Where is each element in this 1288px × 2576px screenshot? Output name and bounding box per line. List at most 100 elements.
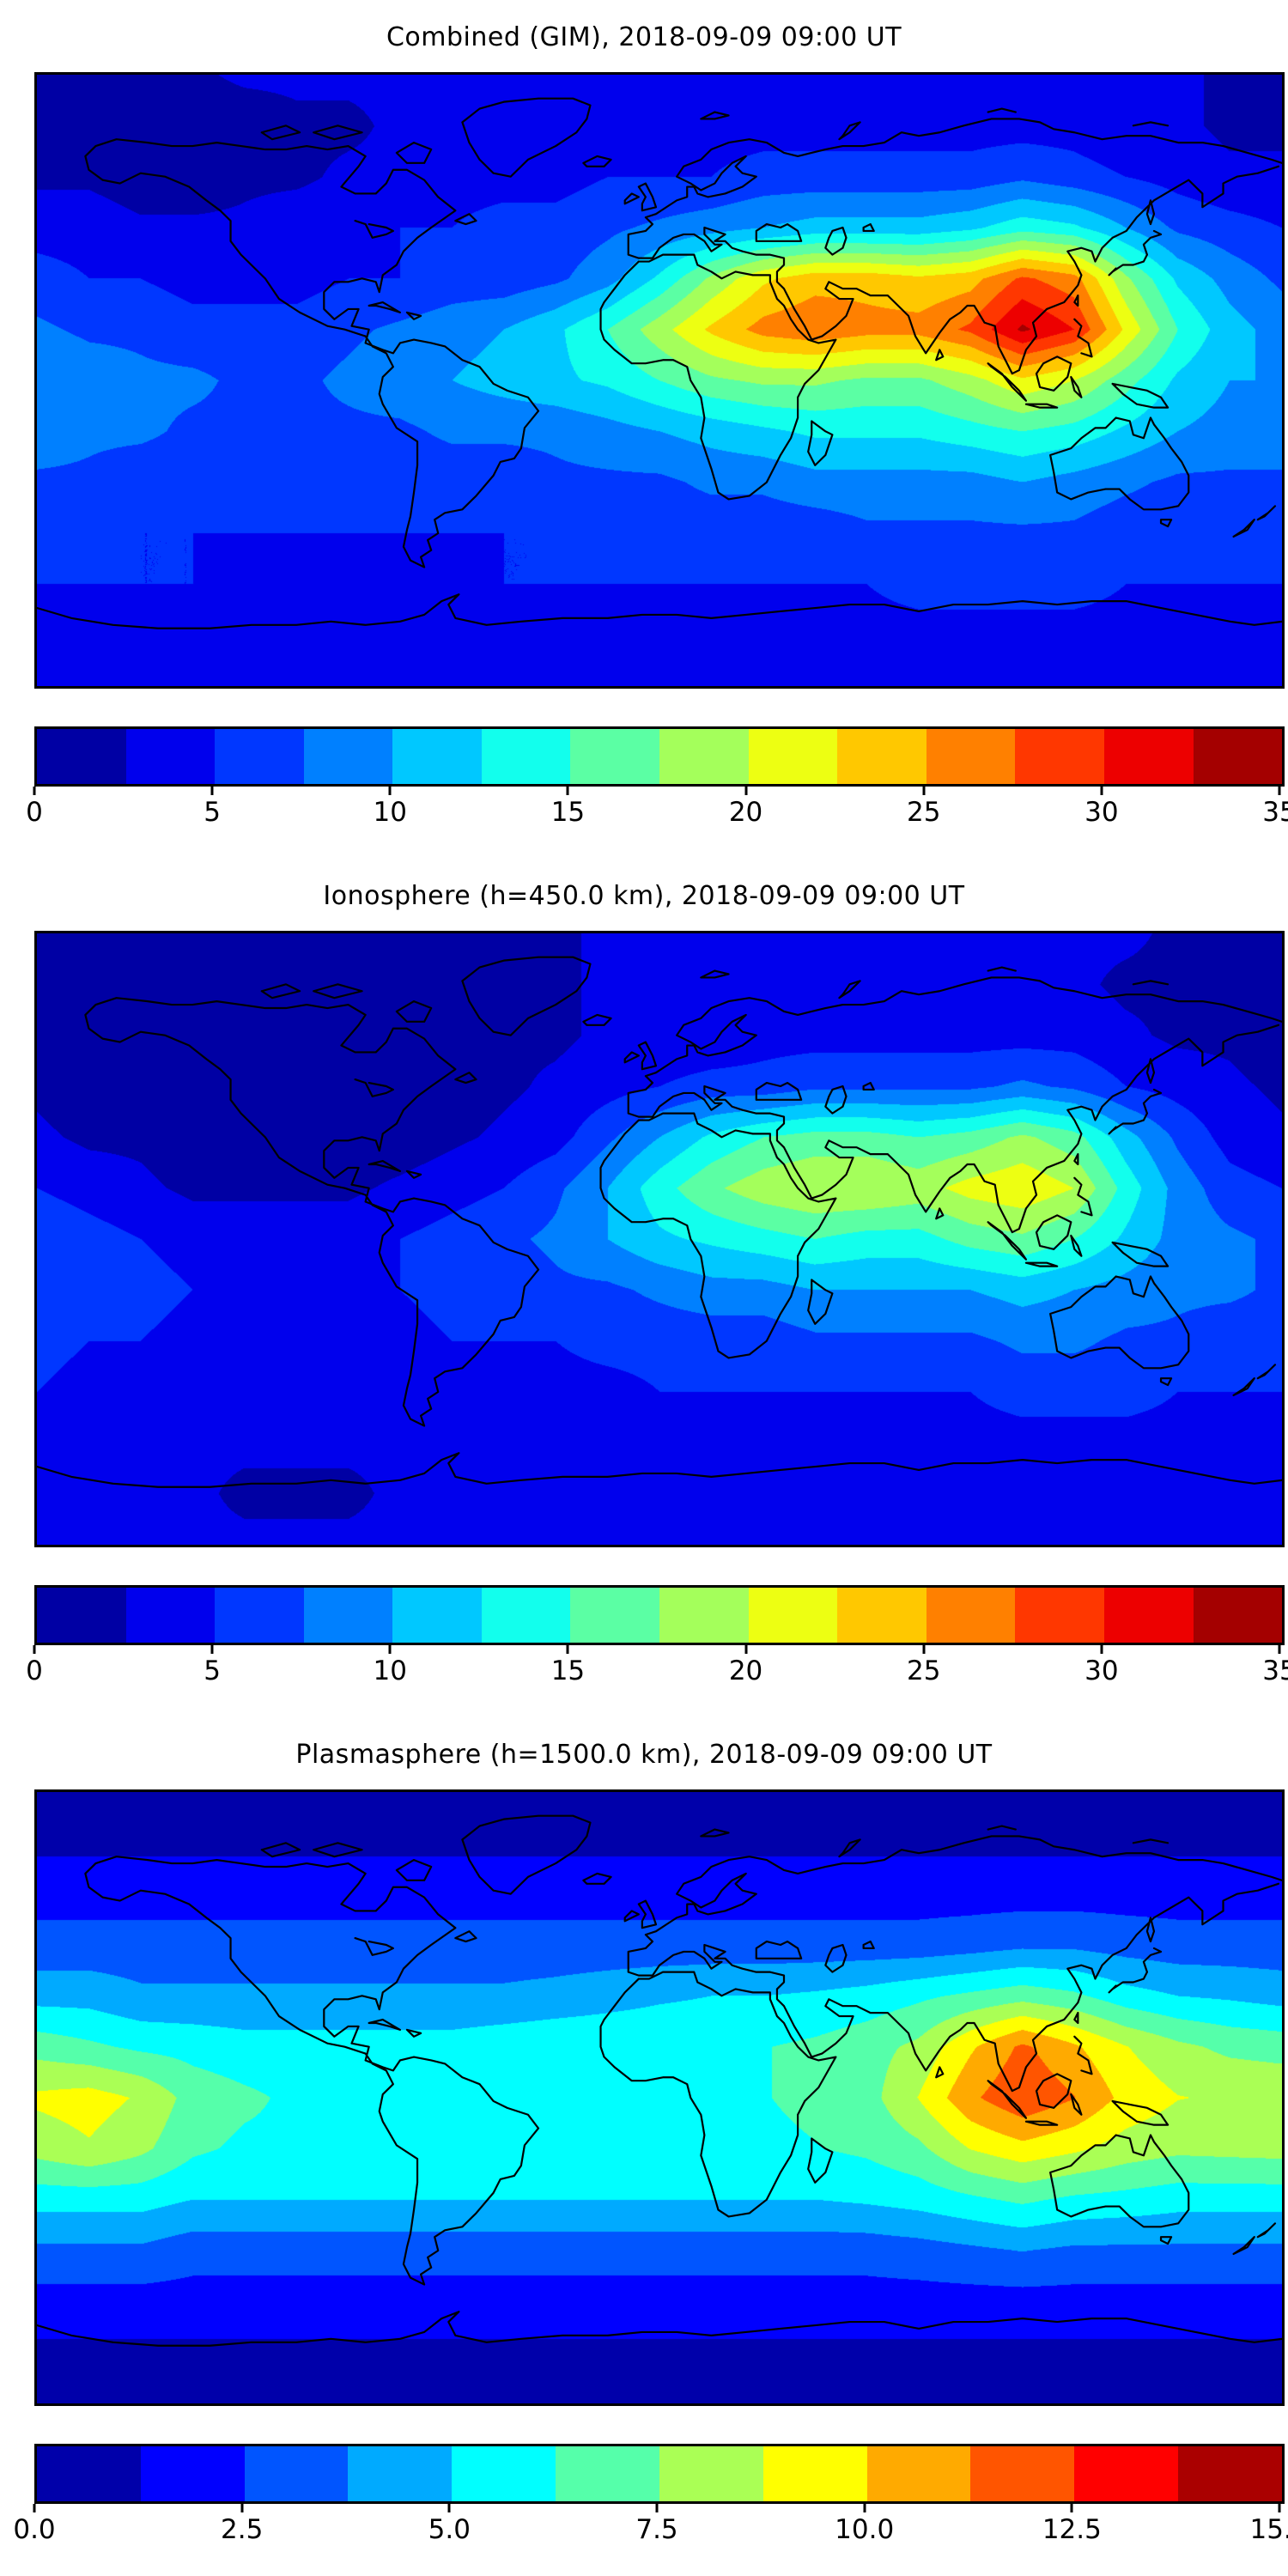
colorbar-tick bbox=[388, 1645, 392, 1654]
colorbar-segment bbox=[37, 2446, 141, 2501]
colorbar-ionosphere bbox=[34, 1585, 1285, 1645]
colorbar-tick-label: 10 bbox=[373, 1656, 408, 1686]
tec-heatmap-canvas-ionosphere bbox=[37, 933, 1282, 1545]
colorbar-segment bbox=[659, 2446, 763, 2501]
colorbar-tick-label: 25 bbox=[906, 797, 941, 828]
colorbar-tick-label: 35 bbox=[1262, 797, 1288, 828]
colorbar-tick bbox=[863, 2504, 866, 2512]
colorbar-tick bbox=[744, 1645, 748, 1654]
colorbar-segment bbox=[303, 1588, 393, 1643]
colorbar-segment bbox=[748, 1588, 838, 1643]
colorbar-segment bbox=[140, 2446, 245, 2501]
colorbar-tick bbox=[922, 1645, 926, 1654]
colorbar-segment bbox=[570, 729, 660, 784]
colorbar-ticks-ionosphere: 0 5 10 15 20 25 30 35 bbox=[26, 1645, 1288, 1693]
colorbar-segment bbox=[837, 1588, 927, 1643]
coastlines-overlay bbox=[37, 956, 1282, 1488]
colorbar-tick-label: 15 bbox=[550, 797, 586, 828]
colorbar-segment bbox=[970, 2446, 1075, 2501]
colorbar-tick bbox=[210, 1645, 214, 1654]
map-ionosphere bbox=[34, 931, 1285, 1547]
colorbar-segment bbox=[659, 729, 749, 784]
colorbar-segment bbox=[659, 1588, 749, 1643]
colorbar-tick bbox=[33, 787, 36, 795]
colorbar-segment bbox=[1178, 2446, 1282, 2501]
colorbar-tick bbox=[566, 787, 569, 795]
colorbar-tick-label: 7.5 bbox=[635, 2514, 678, 2545]
coastlines-overlay bbox=[37, 97, 1282, 629]
tec-heatmap-canvas-plasmasphere bbox=[37, 1792, 1282, 2403]
map-plasmasphere bbox=[34, 1789, 1285, 2406]
colorbar-segment bbox=[556, 2446, 659, 2501]
panel-plasmasphere: Plasmasphere (h=1500.0 km), 2018-09-09 0… bbox=[0, 1717, 1288, 2576]
colorbar-segment bbox=[37, 729, 126, 784]
colorbar-segment bbox=[926, 1588, 1016, 1643]
colorbar-tick-label: 2.5 bbox=[221, 2514, 264, 2545]
colorbar-segment bbox=[748, 729, 838, 784]
colorbar-segment bbox=[837, 729, 927, 784]
colorbar-tick bbox=[33, 1645, 36, 1654]
colorbar-tick-label: 0.0 bbox=[13, 2514, 56, 2545]
colorbar-tick-label: 10 bbox=[373, 797, 408, 828]
colorbar-tick bbox=[744, 787, 748, 795]
coastline-path bbox=[37, 97, 1282, 629]
colorbar-segment bbox=[392, 1588, 482, 1643]
colorbar-segment bbox=[215, 729, 304, 784]
colorbar-tick-label: 5 bbox=[204, 797, 222, 828]
colorbar-segment bbox=[348, 2446, 453, 2501]
colorbar-segment bbox=[481, 729, 571, 784]
colorbar-tick bbox=[447, 2504, 451, 2512]
panel-combined: Combined (GIM), 2018-09-09 09:00 UT 0 5 10… bbox=[0, 0, 1288, 859]
colorbar-combined bbox=[34, 726, 1285, 787]
colorbar-tick bbox=[566, 1645, 569, 1654]
colorbar-tick bbox=[33, 2504, 36, 2512]
colorbar-segment bbox=[866, 2446, 971, 2501]
colorbar-plasmasphere bbox=[34, 2444, 1285, 2504]
colorbar-ticks-plasmasphere: 0.0 2.5 5.0 7.5 10.0 12.5 15.0 bbox=[13, 2504, 1288, 2552]
colorbar-tick-label: 25 bbox=[906, 1656, 941, 1686]
colorbar-segment bbox=[1015, 729, 1104, 784]
colorbar-segment bbox=[1074, 2446, 1179, 2501]
colorbar-tick bbox=[210, 787, 214, 795]
colorbar-tick bbox=[388, 787, 392, 795]
colorbar-tick bbox=[655, 2504, 659, 2512]
colorbar-tick-label: 12.5 bbox=[1042, 2514, 1102, 2545]
colorbar-segment bbox=[481, 1588, 571, 1643]
colorbar-segment bbox=[452, 2446, 556, 2501]
map-combined bbox=[34, 72, 1285, 689]
panel-title-ionosphere: Ionosphere (h=450.0 km), 2018-09-09 09:0… bbox=[323, 881, 965, 911]
colorbar-tick bbox=[1070, 2504, 1073, 2512]
colorbar-tick-label: 5 bbox=[204, 1656, 222, 1686]
colorbar-segment bbox=[1103, 729, 1194, 784]
coastline-path bbox=[37, 956, 1282, 1488]
colorbar-tick-label: 15.0 bbox=[1249, 2514, 1288, 2545]
colorbar-tick bbox=[1278, 1645, 1281, 1654]
colorbar-tick-label: 0 bbox=[26, 797, 43, 828]
colorbar-tick bbox=[1278, 787, 1281, 795]
colorbar-tick-label: 5.0 bbox=[428, 2514, 471, 2545]
colorbar-tick bbox=[1278, 2504, 1281, 2512]
colorbar-segment bbox=[1193, 1588, 1283, 1643]
coastlines-overlay bbox=[37, 1814, 1282, 2347]
panel-title-combined: Combined (GIM), 2018-09-09 09:00 UT bbox=[386, 22, 902, 52]
colorbar-segment bbox=[215, 1588, 304, 1643]
tec-heatmap-canvas-combined bbox=[37, 75, 1282, 686]
colorbar-tick-label: 20 bbox=[728, 797, 763, 828]
colorbar-tick-label: 0 bbox=[26, 1656, 43, 1686]
colorbar-tick bbox=[240, 2504, 244, 2512]
colorbar-segment bbox=[125, 1588, 216, 1643]
colorbar-tick-label: 30 bbox=[1084, 797, 1119, 828]
colorbar-tick-label: 20 bbox=[728, 1656, 763, 1686]
colorbar-segment bbox=[762, 2446, 867, 2501]
colorbar-segment bbox=[570, 1588, 660, 1643]
colorbar-segment bbox=[926, 729, 1016, 784]
colorbar-segment bbox=[303, 729, 393, 784]
panel-title-plasmasphere: Plasmasphere (h=1500.0 km), 2018-09-09 0… bbox=[295, 1740, 993, 1770]
colorbar-segment bbox=[1193, 729, 1283, 784]
colorbar-ticks-combined: 0 5 10 15 20 25 30 35 bbox=[26, 787, 1288, 835]
colorbar-tick-label: 15 bbox=[550, 1656, 586, 1686]
colorbar-segment bbox=[125, 729, 216, 784]
colorbar-segment bbox=[392, 729, 482, 784]
panel-ionosphere: Ionosphere (h=450.0 km), 2018-09-09 09:0… bbox=[0, 859, 1288, 1717]
